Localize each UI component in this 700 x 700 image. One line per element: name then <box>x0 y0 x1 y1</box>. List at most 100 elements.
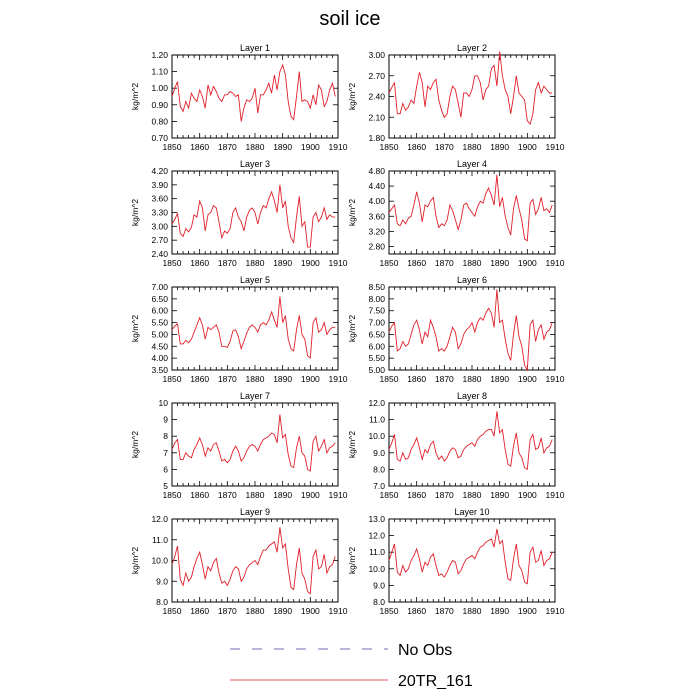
x-tick-label: 1850 <box>163 374 182 384</box>
plot-frame <box>388 518 556 603</box>
x-tick-label: 1860 <box>190 606 209 616</box>
x-tick-label: 1900 <box>301 606 320 616</box>
x-tick-label: 1900 <box>518 490 537 500</box>
y-tick-label: 7.50 <box>368 306 385 316</box>
x-tick-label: 1870 <box>435 490 454 500</box>
y-tick-label: 8.0 <box>373 464 385 474</box>
y-tick-label: 4.00 <box>151 353 168 363</box>
x-tick-label: 1890 <box>490 374 509 384</box>
series-line <box>171 63 336 122</box>
y-tick-label: 3.30 <box>151 208 168 218</box>
y-tick-label: 6.00 <box>151 306 168 316</box>
y-tick-label: 11.0 <box>369 415 385 425</box>
x-tick-label: 1910 <box>329 374 348 384</box>
series-line <box>388 51 553 126</box>
x-tick-label: 1900 <box>518 606 537 616</box>
x-tick-label: 1870 <box>218 490 237 500</box>
panel-title: Layer 7 <box>240 391 270 401</box>
y-tick-label: 8 <box>163 431 168 441</box>
y-axis-label: kg/m^2 <box>130 431 140 458</box>
y-tick-label: 2.80 <box>368 241 385 251</box>
x-tick-label: 1900 <box>301 374 320 384</box>
y-tick-label: 1.80 <box>368 133 385 143</box>
plot-frame <box>171 286 339 371</box>
y-tick-label: 6.50 <box>151 294 168 304</box>
panel-title: Layer 3 <box>240 159 270 169</box>
x-tick-label: 1850 <box>163 142 182 152</box>
y-tick-label: 8.00 <box>368 294 385 304</box>
y-tick-label: 3.20 <box>368 226 385 236</box>
y-tick-label: 2.40 <box>151 249 168 259</box>
x-tick-label: 1860 <box>190 374 209 384</box>
y-tick-label: 7.00 <box>151 282 168 292</box>
x-tick-label: 1880 <box>246 606 265 616</box>
x-tick-label: 1890 <box>273 142 292 152</box>
y-tick-label: 5.50 <box>368 353 385 363</box>
y-tick-label: 5.50 <box>151 318 168 328</box>
x-tick-label: 1890 <box>490 490 509 500</box>
y-tick-label: 2.70 <box>151 235 168 245</box>
y-tick-label: 11.0 <box>369 547 385 557</box>
x-tick-label: 1910 <box>329 606 348 616</box>
y-tick-label: 12.0 <box>368 398 385 408</box>
x-tick-label: 1850 <box>380 606 399 616</box>
panel-title: Layer 4 <box>457 159 487 169</box>
y-tick-label: 0.70 <box>151 133 168 143</box>
x-tick-label: 1880 <box>463 606 482 616</box>
x-tick-label: 1870 <box>435 606 454 616</box>
x-tick-label: 1900 <box>301 490 320 500</box>
y-axis-label: kg/m^2 <box>130 83 140 110</box>
plot-frame <box>388 54 556 139</box>
y-tick-label: 9.0 <box>373 448 385 458</box>
x-tick-label: 1890 <box>273 258 292 268</box>
y-tick-label: 3.00 <box>368 50 385 60</box>
panel-layer-10: Layer 10 1850 1860 1870 1880 1890 1900 1910 8.0 9… <box>347 507 565 616</box>
y-tick-label: 3.90 <box>151 180 168 190</box>
y-tick-label: 0.90 <box>151 100 168 110</box>
y-tick-label: 1.20 <box>151 50 168 60</box>
x-tick-label: 1850 <box>380 374 399 384</box>
y-tick-label: 6.50 <box>368 329 385 339</box>
panel-title: Layer 1 <box>240 43 270 53</box>
chart-title: soil ice <box>319 8 381 30</box>
series-line <box>388 174 553 242</box>
y-tick-label: 10.0 <box>368 564 385 574</box>
x-tick-label: 1850 <box>380 490 399 500</box>
y-axis-label: kg/m^2 <box>347 431 357 458</box>
y-axis-label: kg/m^2 <box>347 83 357 110</box>
y-tick-label: 7 <box>163 448 168 458</box>
x-tick-label: 1910 <box>546 142 565 152</box>
y-tick-label: 9 <box>163 415 168 425</box>
x-tick-label: 1890 <box>490 142 509 152</box>
legend-label: 20TR_161 <box>398 673 473 690</box>
x-tick-label: 1850 <box>163 490 182 500</box>
y-tick-label: 5.00 <box>368 365 385 375</box>
x-tick-label: 1870 <box>218 374 237 384</box>
y-tick-label: 8.0 <box>373 597 385 607</box>
x-tick-label: 1870 <box>218 606 237 616</box>
x-tick-label: 1910 <box>546 606 565 616</box>
series-line <box>171 414 336 472</box>
x-tick-label: 1870 <box>435 258 454 268</box>
x-tick-label: 1890 <box>490 258 509 268</box>
x-tick-label: 1890 <box>273 490 292 500</box>
x-tick-label: 1880 <box>463 142 482 152</box>
panel-layer-8: Layer 8 1850 1860 1870 1880 1890 1900 1910 7.0 8.… <box>347 391 565 500</box>
panel-layer-3: Layer 3 1850 1860 1870 1880 1890 1900 1910 2.40 2… <box>130 159 348 268</box>
y-tick-label: 11.0 <box>152 535 168 545</box>
x-tick-label: 1900 <box>518 258 537 268</box>
x-tick-label: 1860 <box>407 490 426 500</box>
panel-layer-6: Layer 6 1850 1860 1870 1880 1890 1900 1910 5.00 5… <box>347 275 565 384</box>
legend-label: No Obs <box>398 642 452 659</box>
x-tick-label: 1880 <box>463 258 482 268</box>
x-tick-label: 1870 <box>218 258 237 268</box>
x-tick-label: 1880 <box>463 490 482 500</box>
y-tick-label: 4.40 <box>368 181 385 191</box>
y-tick-label: 13.0 <box>368 514 385 524</box>
panel-layer-9: Layer 9 1850 1860 1870 1880 1890 1900 1910 8.0 9.… <box>130 507 348 616</box>
y-tick-label: 8.50 <box>368 282 385 292</box>
y-tick-label: 3.60 <box>368 211 385 221</box>
x-tick-label: 1880 <box>246 142 265 152</box>
panel-layer-7: Layer 7 1850 1860 1870 1880 1890 1900 1910 5 6 7 8 9… <box>130 391 348 500</box>
y-tick-label: 7.00 <box>368 318 385 328</box>
